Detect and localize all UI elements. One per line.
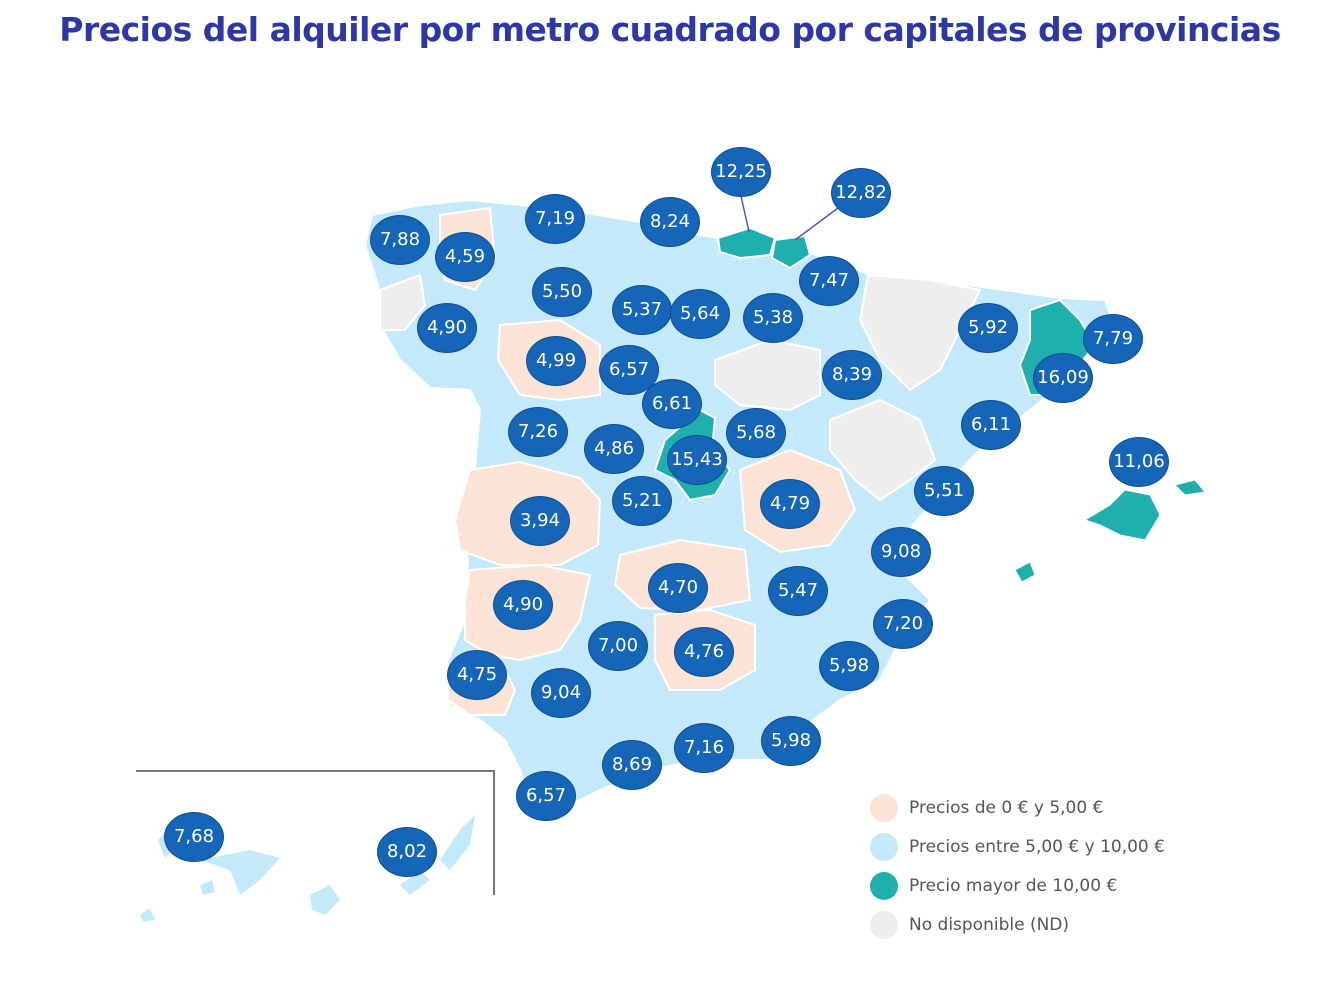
legend-swatch-high	[870, 871, 898, 900]
legend-label: Precios de 0 € y 5,00 €	[909, 797, 1104, 818]
high-region-bizkaia	[716, 226, 777, 260]
price-bubble: 15,43	[668, 436, 726, 484]
price-bubble: 7,68	[165, 813, 223, 861]
price-bubble: 6,57	[600, 346, 658, 394]
price-bubble: 4,90	[494, 581, 552, 629]
price-bubble: 16,09	[1034, 354, 1092, 402]
price-bubble: 7,16	[675, 724, 733, 772]
price-bubble: 5,98	[820, 642, 878, 690]
price-bubble: 6,11	[962, 401, 1020, 449]
island-canary-2	[200, 850, 280, 895]
price-bubble: 4,70	[649, 564, 707, 612]
price-bubble: 5,64	[671, 290, 729, 338]
price-bubble: 8,39	[823, 351, 881, 399]
price-bubble: 9,04	[532, 669, 590, 717]
leader-line-bizkaia	[740, 195, 750, 233]
canary-inset-frame	[136, 770, 495, 895]
price-bubble: 5,92	[959, 304, 1017, 352]
price-bubble: 9,08	[872, 528, 930, 576]
price-bubble: 7,79	[1084, 315, 1142, 363]
island-canary-3	[200, 880, 215, 895]
price-bubble: 5,21	[613, 477, 671, 525]
price-bubble: 6,57	[517, 772, 575, 820]
nd-region-galicia	[379, 273, 427, 331]
price-bubble: 4,75	[448, 651, 506, 699]
island-canary-7	[440, 815, 475, 870]
price-bubble: 6,61	[643, 380, 701, 428]
price-bubble: 7,47	[800, 257, 858, 305]
leader-line-gipuzkoa	[794, 207, 839, 241]
legend-item-nd: No disponible (ND)	[870, 905, 1165, 944]
price-bubble: 7,00	[589, 622, 647, 670]
price-bubble: 4,76	[675, 628, 733, 676]
price-bubble: 7,20	[874, 600, 932, 648]
price-bubble: 3,94	[511, 497, 569, 545]
price-bubble: 5,50	[533, 268, 591, 316]
price-bubble: 11,06	[1110, 438, 1168, 486]
legend-swatch-mid	[870, 832, 898, 861]
legend-swatch-low	[870, 793, 898, 822]
legend-item-low: Precios de 0 € y 5,00 €	[870, 788, 1165, 827]
price-bubble: 7,26	[509, 408, 567, 456]
price-bubble: 5,98	[762, 717, 820, 765]
island-canary-5	[310, 885, 340, 915]
island-ibiza	[1014, 561, 1036, 583]
nd-region-soria	[714, 338, 821, 412]
price-bubble: 5,37	[613, 286, 671, 334]
island-menorca	[1174, 479, 1206, 496]
price-bubble: 12,25	[712, 148, 770, 196]
price-bubble: 8,24	[641, 198, 699, 246]
nd-region-aragon-north	[858, 273, 982, 392]
price-bubble: 8,69	[603, 741, 661, 789]
price-bubble: 4,99	[527, 337, 585, 385]
legend: Precios de 0 € y 5,00 € Precios entre 5,…	[870, 788, 1165, 944]
legend-item-mid: Precios entre 5,00 € y 10,00 €	[870, 827, 1165, 866]
price-bubble: 5,47	[769, 567, 827, 615]
legend-label: No disponible (ND)	[909, 914, 1070, 935]
island-canary-6	[400, 870, 430, 895]
price-bubble: 4,90	[418, 304, 476, 352]
legend-label: Precios entre 5,00 € y 10,00 €	[909, 836, 1165, 857]
price-bubble: 7,88	[371, 216, 429, 264]
price-bubble: 8,02	[378, 828, 436, 876]
map-title: Precios del alquiler por metro cuadrado …	[59, 10, 1281, 49]
price-bubble: 7,19	[526, 195, 584, 243]
price-bubble: 4,86	[585, 425, 643, 473]
price-bubble: 12,82	[832, 169, 890, 217]
price-bubble: 4,79	[761, 480, 819, 528]
legend-label: Precio mayor de 10,00 €	[909, 875, 1118, 896]
price-bubble: 5,38	[744, 294, 802, 342]
island-mallorca	[1083, 489, 1161, 541]
legend-item-high: Precio mayor de 10,00 €	[870, 866, 1165, 905]
nd-region-teruel	[829, 398, 937, 502]
price-bubble: 4,59	[436, 233, 494, 281]
island-canary-4	[140, 908, 155, 922]
price-bubble: 5,68	[727, 409, 785, 457]
legend-swatch-nd	[870, 910, 898, 939]
price-bubble: 5,51	[915, 467, 973, 515]
